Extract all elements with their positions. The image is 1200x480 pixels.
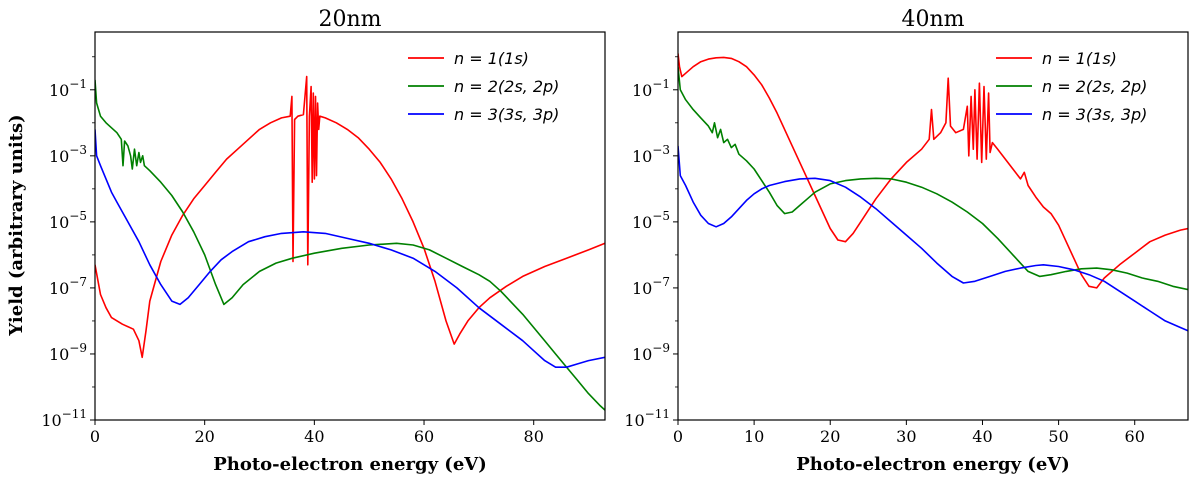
y-tick-label: 10−1 <box>49 77 87 100</box>
x-axis-label: Photo-electron energy (eV) <box>796 454 1070 475</box>
legend-entry: n = 2(2s, 2p) <box>454 77 559 96</box>
series-line-1 <box>95 75 605 359</box>
series-line-2 <box>678 66 1188 291</box>
y-tick-label: 10−3 <box>49 143 87 166</box>
chart-title: 40nm <box>901 7 964 32</box>
series-line-2 <box>95 79 605 411</box>
y-axis-label: Yield (arbitrary units) <box>6 114 27 336</box>
legend-entry: n = 1(1s) <box>1042 49 1117 68</box>
x-tick-label: 10 <box>744 427 764 446</box>
series-line-1 <box>678 53 1188 289</box>
y-tick-label: 10−7 <box>632 275 670 298</box>
x-tick-label: 40 <box>304 427 324 446</box>
series-line-3 <box>95 129 605 368</box>
legend: n = 1(1s) n = 2(2s, 2p) n = 3(3s, 3p) <box>996 49 1147 124</box>
y-tick-label: 10−1 <box>632 77 670 100</box>
x-tick-label: 30 <box>896 427 916 446</box>
y-tick-label: 10−11 <box>41 407 87 430</box>
x-tick-label: 0 <box>673 427 683 446</box>
legend-entry: n = 2(2s, 2p) <box>1042 77 1147 96</box>
y-tick-label: 10−5 <box>49 209 87 232</box>
x-tick-label: 20 <box>194 427 214 446</box>
tick-layer: 0 20 40 60 80 10−11 10−9 10−7 10−5 10−3 10−1 <box>41 56 544 446</box>
chart-panel-20nm: 20nm Yield (arbitrary units) Photo-elect… <box>6 7 606 475</box>
x-tick-label: 60 <box>1125 427 1145 446</box>
legend-entry: n = 1(1s) <box>454 49 529 68</box>
chart-panel-40nm: 40nm Photo-electron energy (eV) 0 10 20 30 4… <box>624 7 1189 475</box>
legend-entry: n = 3(3s, 3p) <box>454 105 559 124</box>
plot-frame <box>677 31 1189 421</box>
y-tick-label: 10−9 <box>632 341 670 364</box>
tick-layer: 0 10 20 30 40 50 60 10−11 10−9 10−7 10−5 10−3 10−1 <box>624 56 1145 446</box>
legend-entry: n = 3(3s, 3p) <box>1042 105 1147 124</box>
x-tick-label: 80 <box>524 427 544 446</box>
x-tick-label: 60 <box>414 427 434 446</box>
legend: n = 1(1s) n = 2(2s, 2p) n = 3(3s, 3p) <box>408 49 559 124</box>
chart-title: 20nm <box>318 7 381 32</box>
x-axis-label: Photo-electron energy (eV) <box>213 454 487 475</box>
y-tick-label: 10−5 <box>632 209 670 232</box>
series-line-3 <box>678 145 1188 332</box>
y-tick-label: 10−11 <box>624 407 670 430</box>
x-tick-label: 50 <box>1048 427 1068 446</box>
plot-frame <box>94 31 606 421</box>
y-tick-label: 10−7 <box>49 275 87 298</box>
x-tick-label: 0 <box>90 427 100 446</box>
x-tick-label: 20 <box>820 427 840 446</box>
series-layer <box>678 53 1188 332</box>
y-tick-label: 10−9 <box>49 341 87 364</box>
x-tick-label: 40 <box>972 427 992 446</box>
series-layer <box>95 75 605 411</box>
y-tick-label: 10−3 <box>632 143 670 166</box>
